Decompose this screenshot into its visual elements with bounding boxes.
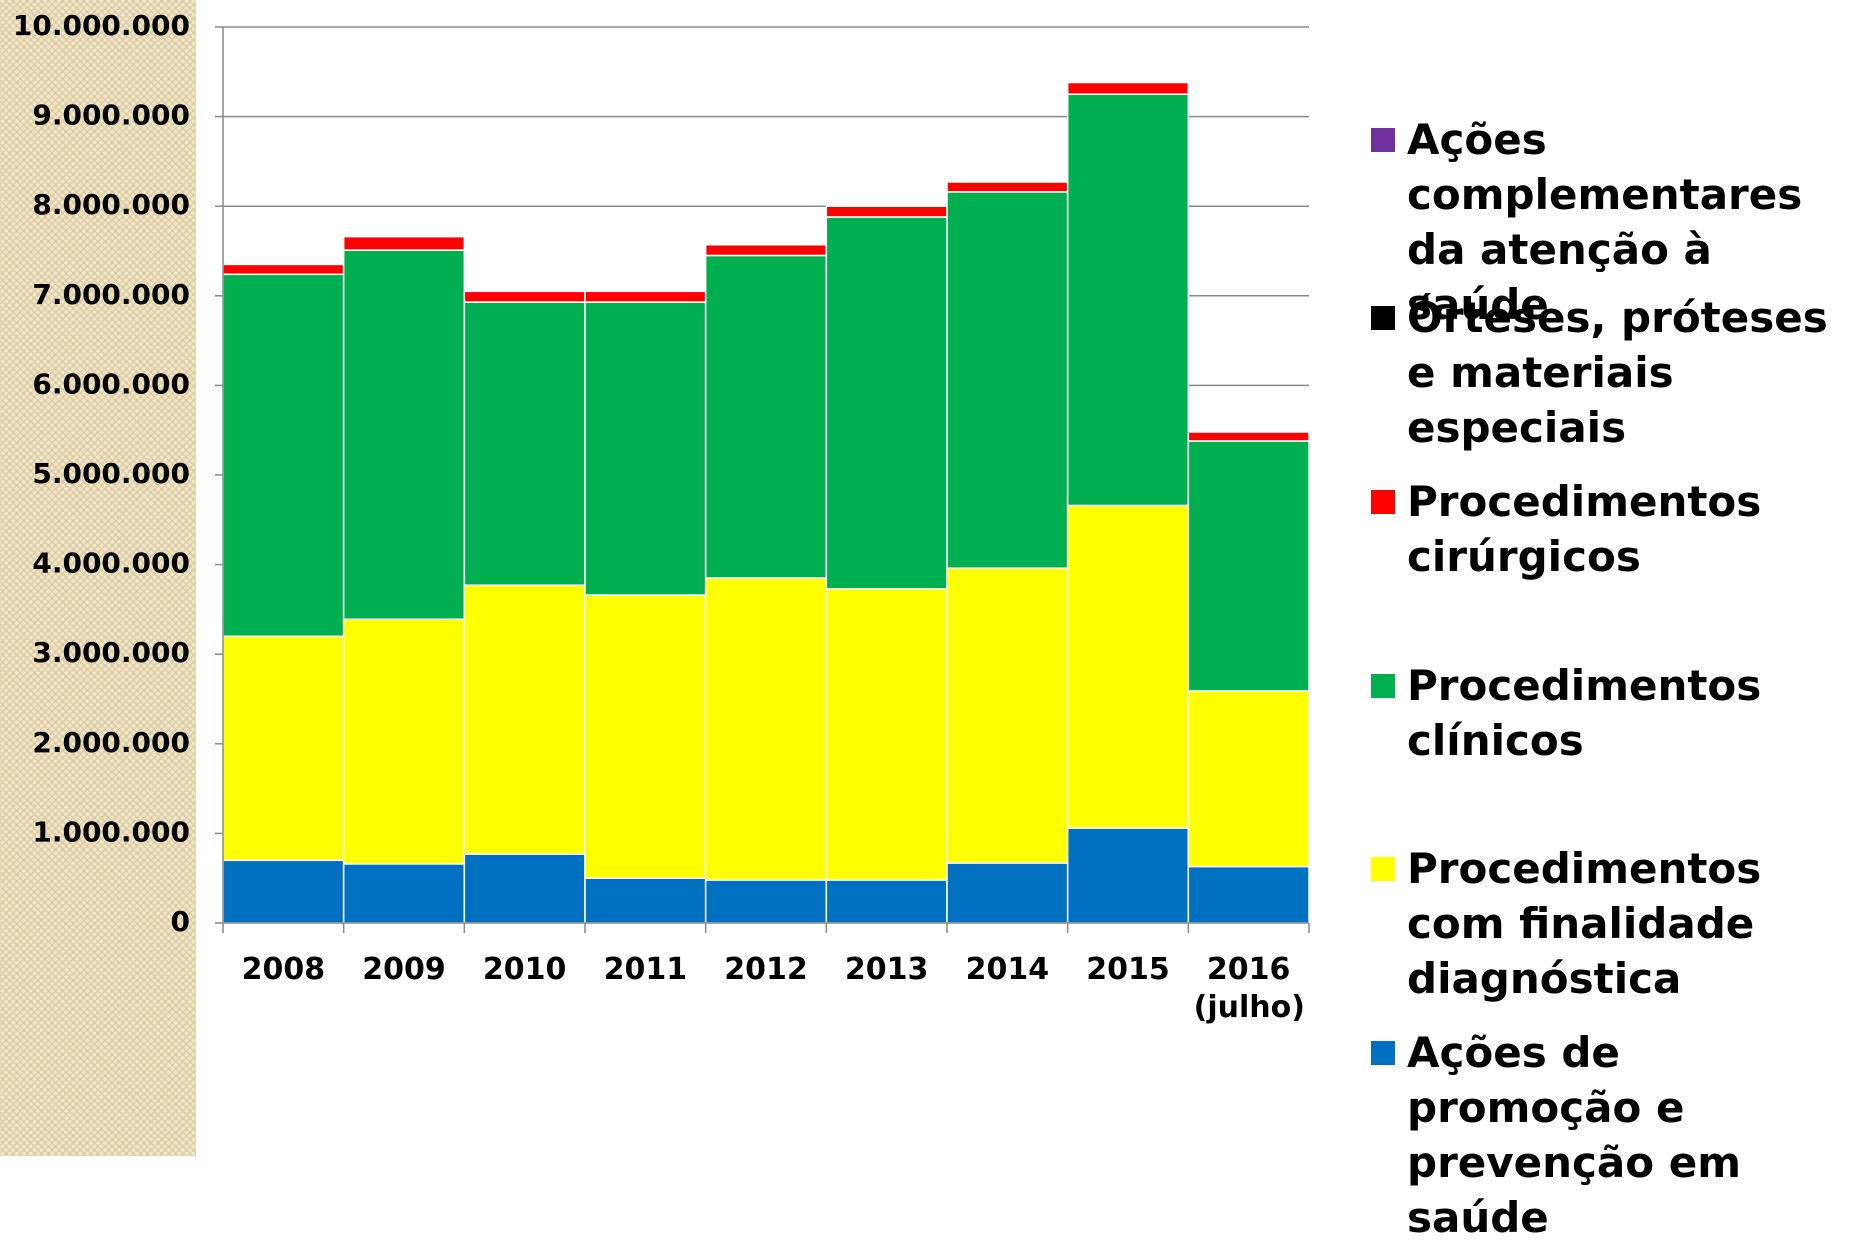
bar-segment [825,205,948,218]
x-tick-label: 2013 [844,952,929,987]
bar-segment [1066,827,1190,924]
y-tick-label: 3.000.000 [32,636,190,669]
x-tick-label: 2012 [724,952,808,987]
bar-segment [1066,504,1190,829]
legend-swatch [1371,857,1395,881]
bar-segment [222,635,345,862]
legend-label: Procedimentos clínicos [1407,661,1762,765]
chart: 0 1.000.000 2.000.000 3.000.000 4.000.000 5.0… [13,9,1310,938]
bar-segment [946,567,1069,864]
bar-segment [342,863,466,924]
y-tick-label: 10.000.000 [13,9,190,42]
legend-label: Ações de promoção e prevenção em saúde [1407,1028,1741,1242]
legend-swatch [1371,306,1395,330]
bar-segment [342,618,466,865]
x-tick-label: 2011 [603,952,688,987]
bar-segment [1187,431,1310,442]
bar-segment [222,263,345,276]
y-tick-label: 9.000.000 [32,99,190,132]
bar-segment [342,249,466,621]
bar-segment [1187,440,1310,692]
bar-segment [463,290,586,303]
x-tick-label: 2010 [482,952,567,987]
bar-segment [463,301,586,586]
legend-swatch [1371,490,1395,514]
legend-label: Procedimentos com finalidade diagnóstica [1407,844,1762,1003]
legend-label: Procedimentos cirúrgicos [1407,477,1762,581]
bar-segment [704,577,828,881]
x-tick-label: 2016 (julho) [1193,952,1305,1025]
bar-segment [584,877,707,924]
bar-segment [704,243,828,257]
bar-segment [704,254,828,579]
bar-segment [825,588,948,881]
x-tick-label: 2015 [1086,952,1170,987]
bar-segment [222,859,345,924]
bar-segment [1066,93,1190,507]
x-tick-label: 2014 [965,952,1050,987]
bar-segment [463,584,586,855]
legend-swatch [1371,128,1395,152]
bar-segment [1187,690,1310,868]
x-tick-label: 2008 [241,952,326,987]
bar-segment [342,235,466,251]
y-tick-label: 0 [171,905,190,938]
bar-segment [946,191,1069,569]
y-tick-label: 2.000.000 [32,726,190,759]
y-tick-label: 1.000.000 [32,815,190,848]
bar-segment [222,273,345,638]
bar-segment [584,594,707,879]
background-strip [0,0,196,1156]
bar-segment [825,879,948,924]
bar-segment [946,862,1069,924]
bar-segment [946,181,1069,193]
bar-segment [584,301,707,596]
y-tick-label: 8.000.000 [32,188,190,221]
x-tick-label: 2009 [362,952,446,987]
y-tick-label: 4.000.000 [32,547,190,580]
bar-segment [1066,81,1190,95]
bar-segment [704,879,828,924]
y-tick-label: 6.000.000 [32,367,190,400]
y-tick-label: 7.000.000 [32,278,190,311]
legend-swatch [1371,1041,1395,1065]
bar-segment [584,290,707,303]
legend-label: Órteses, próteses e materiais especiais [1407,293,1828,452]
y-tick-label: 5.000.000 [32,457,190,490]
bar-segment [1187,865,1310,924]
bar-segment [825,216,948,590]
legend-label: Ações complementares da atenção à saúde [1407,115,1803,329]
bar-segment [463,853,586,924]
legend-swatch [1371,674,1395,698]
